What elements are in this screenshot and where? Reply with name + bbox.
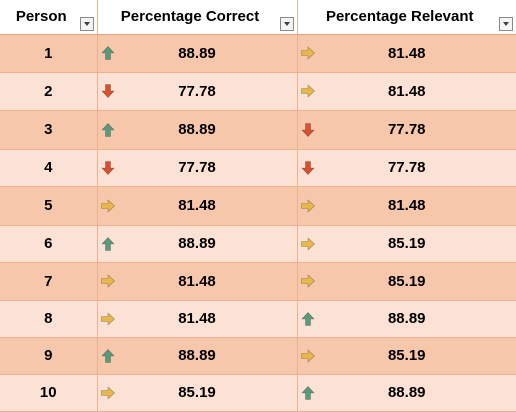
cell-value: 81.48 [298,83,516,100]
person-cell[interactable]: 9 [0,337,97,374]
cell-value: 88.89 [98,235,297,252]
percentage-correct-cell[interactable]: 77.78 [97,149,297,186]
cell-value: 77.78 [98,83,297,100]
right-arrow-icon [300,273,316,289]
down-arrow-icon [300,160,316,176]
right-arrow-icon [300,198,316,214]
down-arrow-icon [100,83,116,99]
person-cell[interactable]: 1 [0,34,97,72]
percentage-relevant-cell[interactable]: 77.78 [297,149,516,186]
cell-value: 88.89 [298,384,516,401]
right-arrow-icon [300,348,316,364]
cell-value: 85.19 [298,273,516,290]
percentage-relevant-cell[interactable]: 85.19 [297,337,516,374]
header-percentage-relevant-label: Percentage Relevant [298,8,516,25]
cell-value: 77.78 [298,159,516,176]
right-arrow-icon [100,273,116,289]
person-cell[interactable]: 2 [0,72,97,110]
right-arrow-icon [100,311,116,327]
header-percentage-correct[interactable]: Percentage Correct [97,0,297,34]
filter-dropdown-icon[interactable] [80,17,94,31]
cell-value: 88.89 [98,121,297,138]
filter-dropdown-icon[interactable] [280,17,294,31]
percentage-correct-cell[interactable]: 77.78 [97,72,297,110]
header-percentage-relevant[interactable]: Percentage Relevant [297,0,516,34]
cell-value: 85.19 [298,235,516,252]
cell-value: 88.89 [98,347,297,364]
cell-value: 81.48 [98,197,297,214]
percentage-relevant-cell[interactable]: 81.48 [297,186,516,225]
person-cell[interactable]: 10 [0,374,97,411]
header-percentage-correct-label: Percentage Correct [98,8,297,25]
cell-value: 77.78 [298,121,516,138]
person-cell[interactable]: 7 [0,262,97,300]
cell-value: 81.48 [298,197,516,214]
filter-dropdown-icon[interactable] [499,17,513,31]
percentage-correct-cell[interactable]: 81.48 [97,186,297,225]
cell-value: 85.19 [298,347,516,364]
right-arrow-icon [100,385,116,401]
header-person[interactable]: Person [0,0,97,34]
percentage-correct-cell[interactable]: 88.89 [97,34,297,72]
up-arrow-icon [100,122,116,138]
cell-value: 81.48 [298,45,516,62]
down-arrow-icon [100,160,116,176]
percentage-relevant-cell[interactable]: 88.89 [297,300,516,337]
right-arrow-icon [100,198,116,214]
up-arrow-icon [100,45,116,61]
percentage-correct-cell[interactable]: 88.89 [97,337,297,374]
up-arrow-icon [100,236,116,252]
percentage-relevant-cell[interactable]: 77.78 [297,110,516,149]
right-arrow-icon [300,236,316,252]
percentage-correct-cell[interactable]: 88.89 [97,110,297,149]
percentage-relevant-cell[interactable]: 85.19 [297,225,516,262]
cell-value: 81.48 [98,310,297,327]
cell-value: 77.78 [98,159,297,176]
person-cell[interactable]: 8 [0,300,97,337]
cell-value: 85.19 [98,384,297,401]
cell-value: 88.89 [298,310,516,327]
right-arrow-icon [300,83,316,99]
percentage-relevant-cell[interactable]: 88.89 [297,374,516,411]
percentage-relevant-cell[interactable]: 81.48 [297,34,516,72]
down-arrow-icon [300,122,316,138]
cell-value: 88.89 [98,45,297,62]
percentage-relevant-cell[interactable]: 81.48 [297,72,516,110]
up-arrow-icon [100,348,116,364]
person-cell[interactable]: 5 [0,186,97,225]
percentage-correct-cell[interactable]: 81.48 [97,300,297,337]
up-arrow-icon [300,311,316,327]
person-cell[interactable]: 6 [0,225,97,262]
header-row: Person Percentage Correct Percentage Rel… [0,0,516,34]
right-arrow-icon [300,45,316,61]
percentage-correct-cell[interactable]: 88.89 [97,225,297,262]
percentage-correct-cell[interactable]: 85.19 [97,374,297,411]
percentage-correct-cell[interactable]: 81.48 [97,262,297,300]
percentage-relevant-cell[interactable]: 85.19 [297,262,516,300]
person-cell[interactable]: 3 [0,110,97,149]
person-cell[interactable]: 4 [0,149,97,186]
up-arrow-icon [300,385,316,401]
cell-value: 81.48 [98,273,297,290]
